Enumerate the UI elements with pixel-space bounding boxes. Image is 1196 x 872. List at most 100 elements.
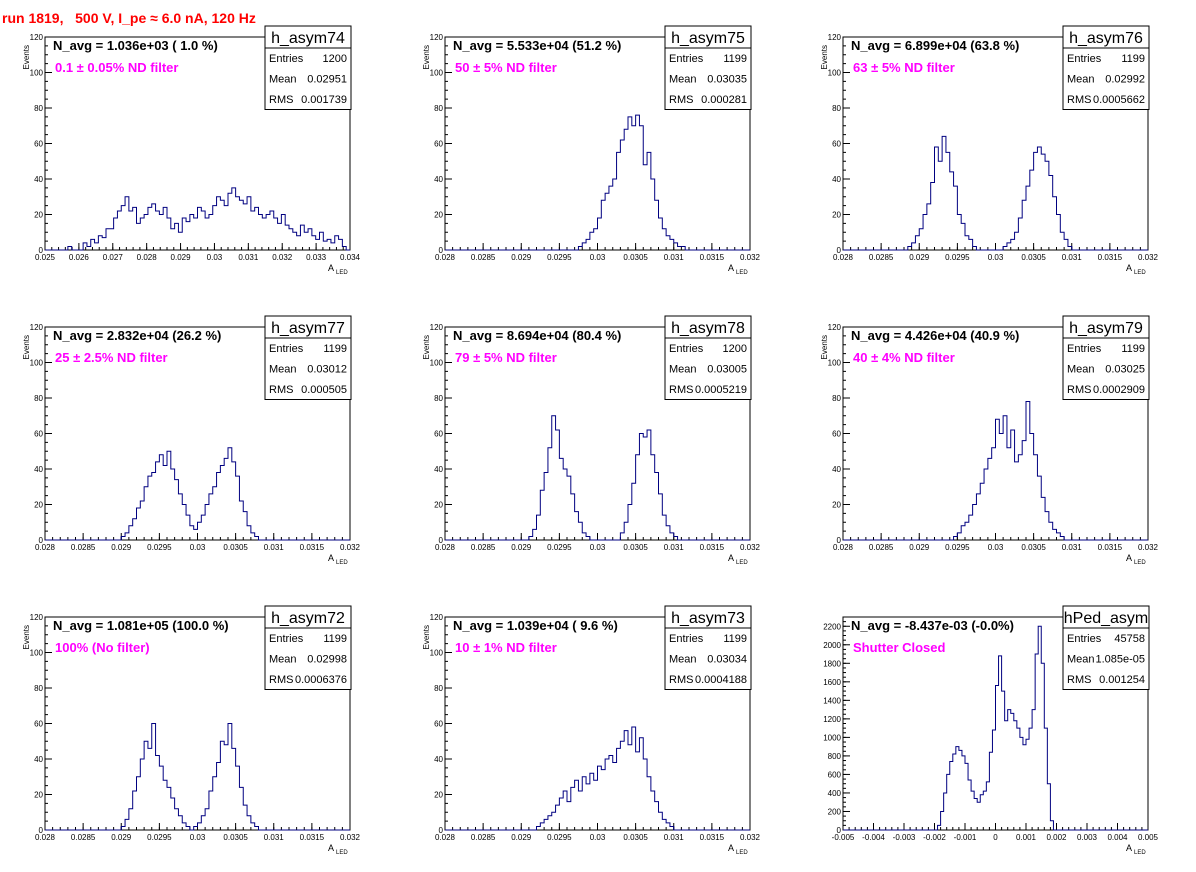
x-axis-label: A xyxy=(328,843,334,853)
stats-label: Entries xyxy=(269,633,304,645)
x-tick-label: 0.0295 xyxy=(547,833,572,842)
stats-value: 1200 xyxy=(323,53,347,65)
x-tick-label: 0.0295 xyxy=(547,543,572,552)
y-tick-label: 100 xyxy=(30,69,44,78)
stats-box-title: h_asym77 xyxy=(271,320,345,337)
x-axis-label-subscript: LED xyxy=(336,270,348,276)
x-tick-label: 0.0315 xyxy=(700,543,725,552)
stats-value: 0.03025 xyxy=(1105,364,1145,376)
filter-label: Shutter Closed xyxy=(853,640,946,655)
y-tick-label: 0 xyxy=(439,536,444,545)
x-tick-label: 0.03 xyxy=(590,253,606,262)
x-tick-label: 0.028 xyxy=(833,253,854,262)
histogram-panel-hPed_asym: 0 200 400 600 800 1000 1200 1400 1600 1800 2000 220… xyxy=(823,605,1159,856)
x-axis-label-subscript: LED xyxy=(336,560,348,566)
y-tick-label: 1000 xyxy=(823,733,841,742)
x-tick-label: 0.032 xyxy=(740,833,761,842)
stats-box xyxy=(1062,25,1150,110)
x-tick-label: 0.0315 xyxy=(300,833,325,842)
y-tick-label: 0 xyxy=(39,246,44,255)
navg-label: N_avg = 6.899e+04 (63.8 %) xyxy=(851,38,1019,53)
x-tick-label: 0.031 xyxy=(664,543,685,552)
stats-label: Entries xyxy=(1067,53,1102,65)
y-tick-label: 80 xyxy=(434,104,443,113)
x-tick-label: 0.033 xyxy=(306,253,327,262)
y-tick-label: 60 xyxy=(34,430,43,439)
y-tick-label: 120 xyxy=(30,613,44,622)
y-tick-label: 200 xyxy=(828,807,842,816)
y-tick-label: 2000 xyxy=(823,641,841,650)
x-tick-label: 0.03 xyxy=(590,543,606,552)
x-tick-label: 0 xyxy=(993,833,998,842)
y-tick-label: 80 xyxy=(434,684,443,693)
stats-box-title: hPed_asym xyxy=(1064,610,1149,627)
x-tick-label: 0.029 xyxy=(511,543,532,552)
y-tick-label: 60 xyxy=(34,140,43,149)
y-tick-label: 40 xyxy=(34,465,43,474)
stats-box xyxy=(1062,605,1150,690)
y-tick-label: 400 xyxy=(828,789,842,798)
y-axis-label: Events xyxy=(22,625,31,649)
y-tick-label: 120 xyxy=(430,323,444,332)
stats-value: 1200 xyxy=(723,343,747,355)
x-axis-label-subscript: LED xyxy=(1134,560,1146,566)
x-axis-label-subscript: LED xyxy=(336,850,348,856)
x-tick-label: 0.028 xyxy=(35,543,56,552)
y-tick-label: 100 xyxy=(430,69,444,78)
x-tick-label: 0.0285 xyxy=(869,543,894,552)
y-tick-label: 20 xyxy=(34,791,43,800)
x-tick-label: 0.004 xyxy=(1107,833,1128,842)
stats-box-title: h_asym73 xyxy=(671,610,745,627)
y-tick-label: 20 xyxy=(832,211,841,220)
y-tick-label: 2200 xyxy=(823,622,841,631)
navg-label: N_avg = -8.437e-03 (-0.0%) xyxy=(851,618,1014,633)
x-tick-label: 0.029 xyxy=(909,543,930,552)
stats-label: Mean xyxy=(269,364,297,376)
x-tick-label: 0.031 xyxy=(264,833,285,842)
x-tick-label: 0.032 xyxy=(340,833,361,842)
histogram-panel-h_asym72: 0 20 40 60 80 100 120 0.028 0.0285 0.029 0.0295 0.0… xyxy=(22,605,361,856)
stats-label: Entries xyxy=(269,53,304,65)
y-tick-label: 600 xyxy=(828,770,842,779)
x-tick-label: 0.031 xyxy=(238,253,259,262)
x-tick-label: 0.0305 xyxy=(223,833,248,842)
x-tick-label: -0.002 xyxy=(923,833,946,842)
y-tick-label: 20 xyxy=(434,791,443,800)
y-tick-label: 100 xyxy=(30,649,44,658)
stats-box xyxy=(1062,315,1150,400)
y-tick-label: 0 xyxy=(837,536,842,545)
stats-box-title: h_asym79 xyxy=(1069,320,1143,337)
stats-value: 0.0004188 xyxy=(695,674,747,686)
stats-label: Entries xyxy=(269,343,304,355)
y-axis-label: Events xyxy=(422,335,431,359)
y-tick-label: 80 xyxy=(832,394,841,403)
stats-value: 0.03005 xyxy=(707,364,747,376)
x-tick-label: 0.0285 xyxy=(71,543,96,552)
y-tick-label: 0 xyxy=(837,826,842,835)
stats-box-title: h_asym78 xyxy=(671,320,745,337)
x-tick-label: 0.0305 xyxy=(1021,253,1046,262)
x-tick-label: 0.001 xyxy=(1016,833,1037,842)
x-axis-label: A xyxy=(1126,843,1132,853)
filter-label: 25 ± 2.5% ND filter xyxy=(55,350,168,365)
y-tick-label: 100 xyxy=(30,359,44,368)
stats-label: RMS xyxy=(1067,384,1091,396)
y-axis-label: Events xyxy=(22,45,31,69)
stats-value: 0.03035 xyxy=(707,74,747,86)
y-tick-label: 20 xyxy=(34,211,43,220)
x-tick-label: 0.03 xyxy=(590,833,606,842)
y-tick-label: 0 xyxy=(837,246,842,255)
x-tick-label: 0.027 xyxy=(103,253,124,262)
y-tick-label: 40 xyxy=(34,175,43,184)
x-tick-label: 0.029 xyxy=(171,253,192,262)
stats-value: 1199 xyxy=(323,633,347,645)
stats-label: Mean xyxy=(669,654,697,666)
x-axis-label-subscript: LED xyxy=(736,270,748,276)
x-axis-label: A xyxy=(728,263,734,273)
y-tick-label: 80 xyxy=(434,394,443,403)
x-tick-label: 0.03 xyxy=(190,543,206,552)
y-axis-label: Events xyxy=(22,335,31,359)
histogram-series-line xyxy=(445,726,750,831)
x-tick-label: 0.028 xyxy=(35,833,56,842)
filter-label: 40 ± 4% ND filter xyxy=(853,350,955,365)
